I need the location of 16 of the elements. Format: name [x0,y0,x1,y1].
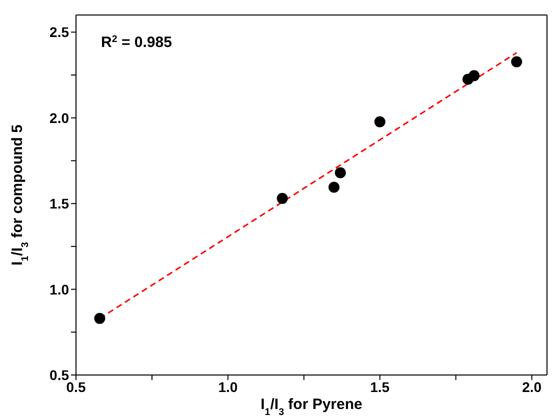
point [374,116,386,128]
annotation: R$^{2}$ = 0.985 [101,34,172,51]
point [328,182,340,193]
point [468,70,480,82]
point [94,312,106,324]
point [276,192,288,204]
x-tick-label: 2.0 [522,378,542,395]
y-tick-label: 1.5 [50,196,70,212]
x-axis-title: I$_{1}$/I$_{3}$ for Pyrene [260,396,362,418]
point [334,167,346,178]
y-tick-label: 2.5 [50,24,70,40]
x-tick-label: 1.5 [370,378,390,395]
y-tick-label: 2.0 [50,110,70,126]
y-tick-label: 1.0 [50,281,70,298]
x-tick-label: 1.0 [218,378,238,395]
point [511,56,522,68]
